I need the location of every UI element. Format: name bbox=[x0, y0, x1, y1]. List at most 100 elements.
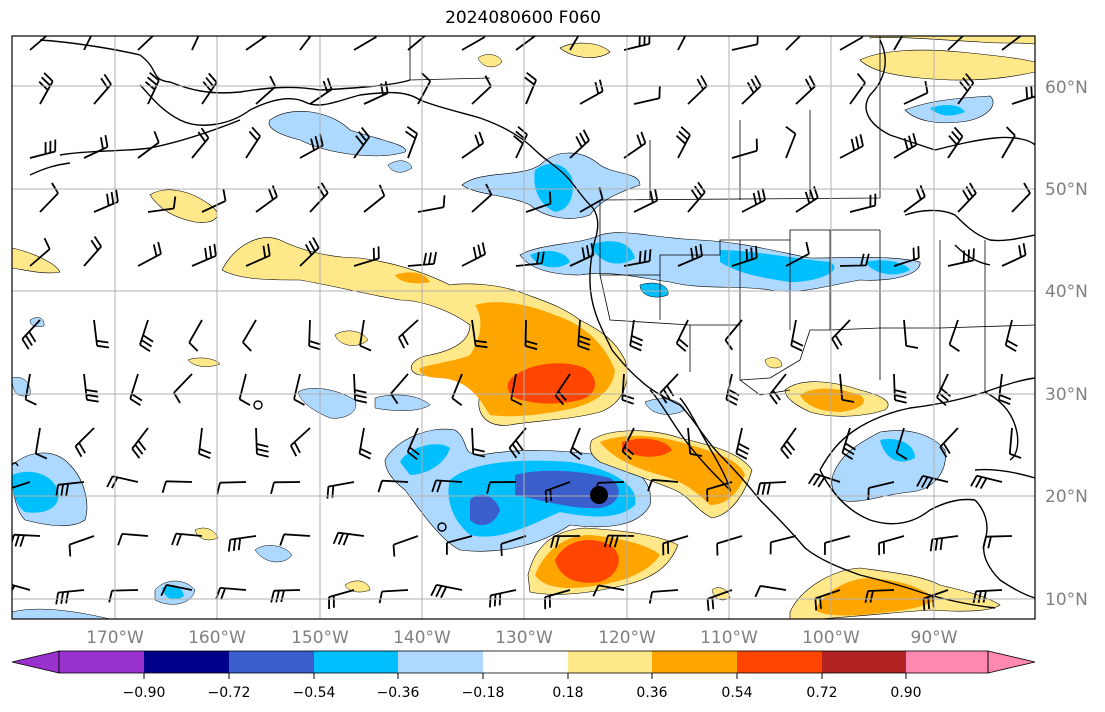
wind-barb bbox=[513, 126, 528, 159]
wind-barb bbox=[839, 134, 864, 159]
wind-barb bbox=[675, 126, 691, 159]
wind-barb bbox=[824, 535, 851, 555]
neg-region-west-core bbox=[12, 471, 59, 513]
wind-barb bbox=[947, 126, 964, 159]
colorbar-bin-7 bbox=[568, 651, 652, 673]
wind-barb bbox=[461, 242, 486, 267]
neg-region-gulf-alaska bbox=[268, 110, 406, 157]
wind-barb bbox=[161, 480, 193, 494]
wind-barb bbox=[245, 243, 271, 267]
wind-barb bbox=[255, 185, 278, 213]
wind-barb bbox=[471, 75, 492, 105]
wind-barb bbox=[623, 131, 647, 159]
colorbar-bin-10 bbox=[822, 651, 906, 673]
lat-label-60n: 60°N bbox=[1045, 78, 1088, 98]
wind-barb bbox=[144, 72, 160, 105]
wind-barb bbox=[524, 71, 537, 105]
wind-barb bbox=[916, 475, 949, 490]
wind-barb bbox=[569, 36, 580, 51]
wind-barb bbox=[147, 196, 177, 213]
wind-barb bbox=[807, 472, 841, 488]
wind-barb bbox=[289, 427, 311, 457]
wind-barb bbox=[255, 427, 269, 458]
wind-barb bbox=[137, 130, 160, 159]
pos-region-small-3 bbox=[477, 54, 503, 68]
wind-barb bbox=[1008, 427, 1022, 459]
wind-barb bbox=[83, 36, 93, 51]
pos-region-canada-north bbox=[859, 49, 1035, 81]
wind-barb bbox=[525, 191, 552, 213]
wind-barb bbox=[633, 86, 661, 105]
colorbar-label-6: 0.18 bbox=[552, 685, 583, 701]
map-frame bbox=[11, 35, 1036, 620]
wind-barb bbox=[510, 373, 523, 406]
wind-barb bbox=[131, 427, 149, 459]
wind-barb bbox=[839, 253, 870, 267]
wind-barb bbox=[293, 373, 305, 406]
wind-barb bbox=[471, 427, 486, 458]
wind-barb bbox=[299, 133, 324, 159]
wind-barb bbox=[633, 188, 659, 213]
wind-barb bbox=[947, 248, 975, 267]
wind-barb bbox=[353, 246, 380, 267]
wind-barb bbox=[706, 481, 733, 502]
wind-barb bbox=[998, 373, 1012, 406]
wind-barb bbox=[93, 73, 112, 105]
wind-barb bbox=[785, 241, 810, 267]
colorbar: −0.90 −0.72 −0.54 −0.36 −0.18 0.18 0.36 … bbox=[11, 650, 1036, 701]
wind-barb bbox=[353, 36, 378, 51]
wind-barb bbox=[270, 481, 301, 495]
wind-barb bbox=[1001, 243, 1027, 267]
colorbar-label-4: −0.36 bbox=[377, 685, 420, 701]
pos-region-small-5 bbox=[194, 527, 219, 541]
wind-barb bbox=[397, 319, 419, 349]
wind-barb bbox=[741, 75, 762, 105]
wind-barb bbox=[358, 427, 372, 460]
lat-label-40n: 40°N bbox=[1045, 282, 1088, 302]
wind-barb bbox=[662, 535, 689, 556]
wind-barb bbox=[659, 373, 679, 404]
wind-barb bbox=[544, 481, 571, 503]
wind-barb bbox=[430, 584, 463, 599]
lat-lon-gridlines bbox=[12, 36, 1035, 619]
wind-barb bbox=[754, 585, 787, 598]
colorbar-extend-left bbox=[11, 650, 60, 674]
wind-barb bbox=[392, 535, 419, 557]
wind-barb bbox=[687, 75, 708, 105]
wind-barb bbox=[687, 181, 706, 213]
wind-barb bbox=[238, 373, 251, 406]
colorbar-label-10: 0.90 bbox=[890, 685, 921, 701]
wind-barb bbox=[629, 319, 644, 352]
wind-barb bbox=[137, 241, 162, 267]
colorbar-label-9: 0.72 bbox=[806, 685, 837, 701]
wind-barb bbox=[39, 182, 59, 213]
wind-barb bbox=[741, 188, 766, 213]
neg-region-small-4 bbox=[254, 545, 293, 563]
lon-label-130w: 130°W bbox=[495, 628, 553, 648]
wind-barb bbox=[332, 531, 365, 546]
wind-barb bbox=[1004, 319, 1018, 352]
wind-barb bbox=[592, 584, 625, 597]
wind-barb bbox=[895, 427, 908, 460]
wind-barb bbox=[446, 535, 473, 555]
colorbar-bin-5 bbox=[398, 651, 483, 673]
wind-barb bbox=[780, 427, 797, 460]
wind-barb bbox=[756, 481, 787, 496]
pos-region-small-4 bbox=[764, 357, 783, 369]
wind-barb bbox=[309, 182, 329, 213]
wind-barb bbox=[716, 535, 743, 556]
wind-barb bbox=[972, 589, 1003, 604]
wind-barb bbox=[171, 532, 203, 546]
neg-region-small-1 bbox=[297, 388, 357, 419]
lon-label-110w: 110°W bbox=[700, 628, 758, 648]
wind-barb bbox=[841, 427, 856, 460]
wind-barb bbox=[515, 251, 545, 267]
wind-barb bbox=[623, 249, 652, 267]
wind-barb bbox=[878, 535, 905, 556]
lon-label-140w: 140°W bbox=[393, 628, 451, 648]
wind-barb bbox=[308, 319, 321, 351]
wind-barb bbox=[947, 36, 965, 51]
wind-barb bbox=[939, 427, 959, 458]
wind-barb bbox=[486, 481, 517, 495]
